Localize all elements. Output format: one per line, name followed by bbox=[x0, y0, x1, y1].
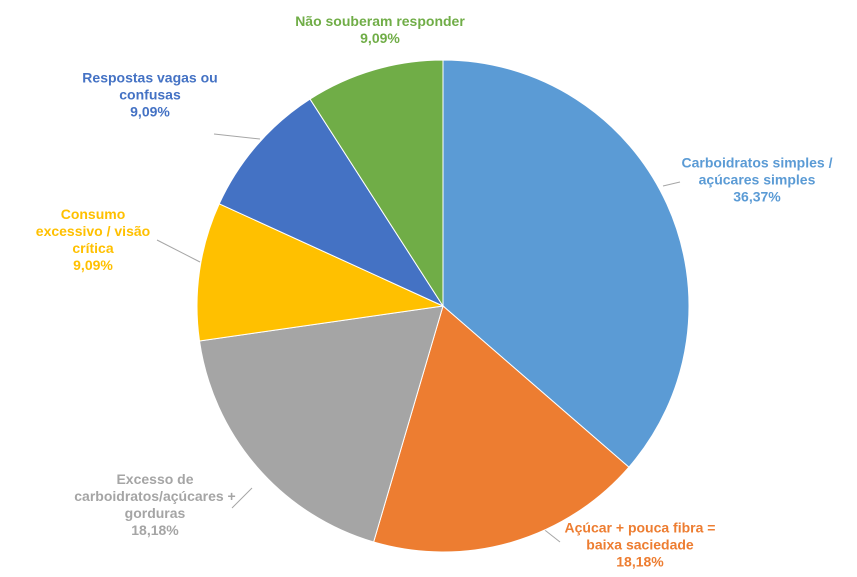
slice bbox=[198, 305, 444, 543]
data-label: Açúcar + pouca fibra = baixa saciedade 18… bbox=[550, 520, 730, 571]
percent-label: 36,37% bbox=[733, 188, 781, 205]
slice bbox=[373, 305, 630, 553]
leader-line bbox=[156, 239, 201, 263]
category-label: Excesso de carboidratos/açúcares + gordu… bbox=[74, 471, 236, 521]
percent-label: 9,09% bbox=[130, 103, 170, 120]
category-label: Respostas vagas ou confusas bbox=[82, 69, 218, 103]
data-label: Não souberam responder 9,09% bbox=[295, 13, 465, 47]
slice bbox=[196, 203, 445, 342]
data-label: Excesso de carboidratos/açúcares + gordu… bbox=[70, 471, 240, 539]
slice bbox=[218, 98, 445, 308]
leader-line bbox=[231, 487, 253, 509]
percent-label: 18,18% bbox=[616, 553, 664, 570]
percent-label: 9,09% bbox=[73, 257, 113, 273]
leader-line bbox=[213, 133, 261, 140]
data-label: Respostas vagas ou confusas 9,09% bbox=[65, 70, 235, 121]
data-label: Consumo excessivo / visão crítica 9,09% bbox=[28, 206, 158, 274]
category-label: Açúcar + pouca fibra = baixa saciedade bbox=[564, 519, 716, 553]
percent-label: 18,18% bbox=[131, 522, 179, 538]
percent-label: 9,09% bbox=[360, 30, 400, 46]
category-label: Carboidratos simples / açúcares simples bbox=[681, 154, 833, 188]
category-label: Consumo excessivo / visão crítica bbox=[35, 206, 151, 256]
data-label: Carboidratos simples / açúcares simples 3… bbox=[672, 155, 842, 206]
leader-line bbox=[662, 181, 681, 187]
slice bbox=[442, 59, 690, 468]
category-label: Não souberam responder bbox=[295, 13, 465, 29]
slice bbox=[309, 59, 444, 308]
